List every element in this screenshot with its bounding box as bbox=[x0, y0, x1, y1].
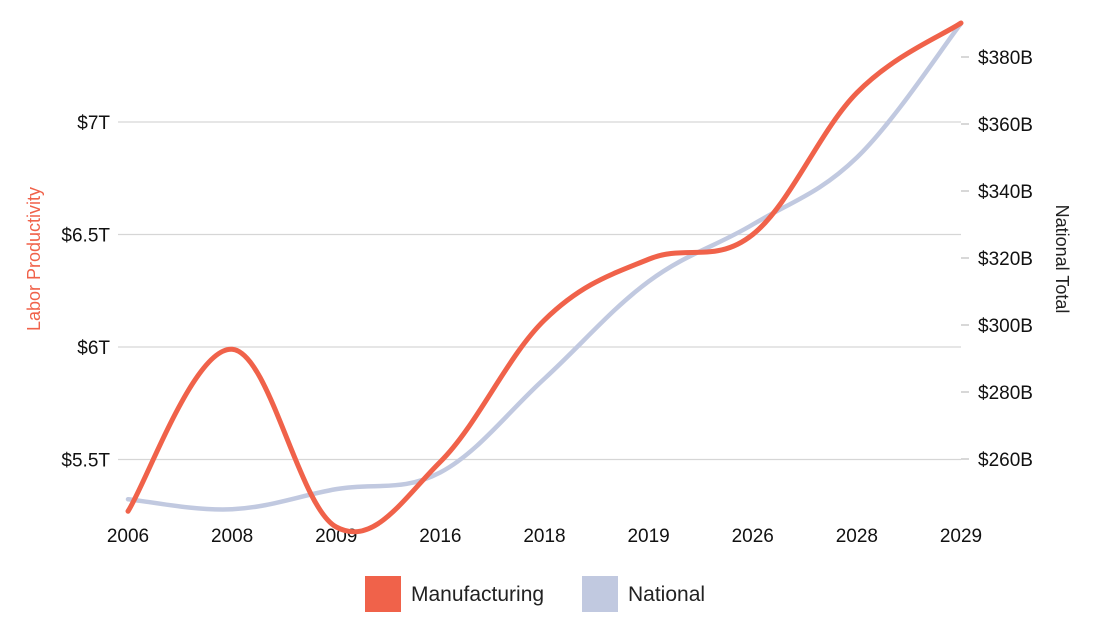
x-tick-label: 2026 bbox=[732, 526, 774, 547]
x-tick-label: 2029 bbox=[940, 526, 982, 547]
right-tick-label: $300B bbox=[978, 316, 1033, 337]
left-tick-label: $5.5T bbox=[61, 451, 110, 472]
series-line-manufacturing bbox=[125, 20, 964, 535]
right-axis-title: National Total bbox=[1052, 205, 1072, 314]
x-tick-label: 2018 bbox=[523, 526, 565, 547]
right-tick-label: $320B bbox=[978, 249, 1033, 270]
right-tick-label: $280B bbox=[978, 383, 1033, 404]
x-tick-label: 2008 bbox=[211, 526, 253, 547]
x-axis-ticks: 2006 2008 2009 2016 2018 2019 2026 2028 2029 bbox=[107, 526, 982, 547]
series-lines bbox=[125, 20, 964, 535]
legend-label: Manufacturing bbox=[411, 583, 544, 606]
x-tick-label: 2016 bbox=[419, 526, 461, 547]
x-tick-label: 2019 bbox=[627, 526, 669, 547]
left-tick-label: $6.5T bbox=[61, 226, 110, 247]
legend-label: National bbox=[628, 583, 705, 606]
x-tick-label: 2006 bbox=[107, 526, 149, 547]
legend-item-national[interactable]: National bbox=[582, 576, 705, 612]
right-tick-label: $340B bbox=[978, 182, 1033, 203]
gridlines bbox=[118, 121, 961, 461]
right-tick-label: $260B bbox=[978, 450, 1033, 471]
right-tick-label: $380B bbox=[978, 48, 1033, 69]
left-tick-label: $6T bbox=[77, 338, 110, 359]
left-tick-label: $7T bbox=[77, 113, 110, 134]
legend: Manufacturing National bbox=[365, 576, 705, 612]
left-axis-title: Labor Productivity bbox=[24, 187, 44, 331]
x-tick-label: 2028 bbox=[836, 526, 878, 547]
series-line-national bbox=[125, 21, 964, 512]
legend-swatch bbox=[582, 576, 618, 612]
right-tick-label: $360B bbox=[978, 115, 1033, 136]
left-axis-ticks: $5.5T $6T $6.5T $7T bbox=[61, 113, 110, 472]
legend-swatch bbox=[365, 576, 401, 612]
right-axis-ticks: $260B $280B $300B $320B $340B $360B $380B bbox=[961, 48, 1033, 471]
legend-item-manufacturing[interactable]: Manufacturing bbox=[365, 576, 544, 612]
